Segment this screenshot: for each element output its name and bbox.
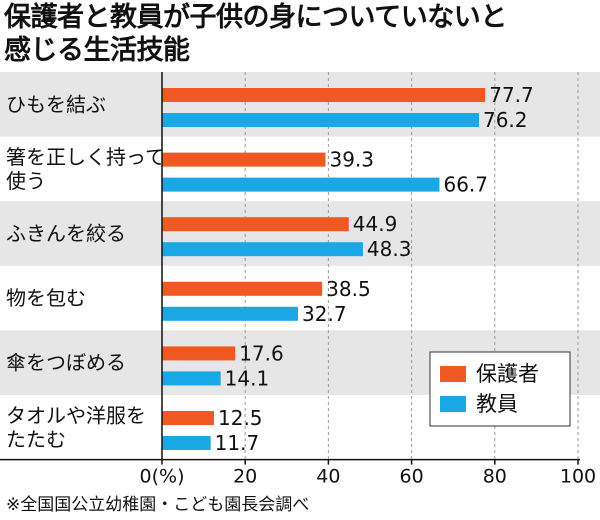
legend-box bbox=[429, 351, 571, 427]
bar-value-label: 11.7 bbox=[215, 431, 260, 455]
bar-value-label: 76.2 bbox=[483, 108, 528, 132]
bar-teacher bbox=[162, 113, 479, 127]
bar-value-label: 77.7 bbox=[489, 83, 534, 107]
bar-value-label: 66.7 bbox=[443, 173, 488, 197]
bar-value-label: 12.5 bbox=[218, 406, 263, 430]
x-tick-label: 100 bbox=[560, 466, 596, 488]
category-label: 箸を正しく持って bbox=[6, 145, 165, 169]
bar-value-label: 39.3 bbox=[329, 148, 374, 172]
x-tick-label: 0(%) bbox=[140, 466, 185, 488]
bar-teacher bbox=[162, 242, 363, 257]
bar-teacher bbox=[162, 436, 211, 450]
chart-title-line-1: 保護者と教員が子供の身についていないと bbox=[4, 2, 507, 33]
legend-label: 保護者 bbox=[476, 362, 539, 386]
category-label: タオルや洋服を bbox=[6, 403, 146, 427]
chart-title-line-2: 感じる生活技能 bbox=[4, 35, 190, 66]
bar-guardian bbox=[162, 217, 349, 232]
legend-swatch bbox=[440, 396, 466, 412]
x-tick-label: 40 bbox=[316, 466, 340, 488]
bar-guardian bbox=[162, 152, 326, 167]
bar-value-label: 17.6 bbox=[239, 341, 284, 365]
legend-label: 教員 bbox=[476, 392, 518, 416]
bar-teacher bbox=[162, 177, 440, 192]
bar-value-label: 14.1 bbox=[225, 366, 270, 390]
bar-value-label: 32.7 bbox=[302, 302, 347, 326]
bar-guardian bbox=[162, 346, 236, 361]
x-tick-label: 80 bbox=[483, 466, 507, 488]
category-label: 使う bbox=[6, 169, 46, 193]
bar-value-label: 48.3 bbox=[367, 237, 412, 261]
bar-teacher bbox=[162, 371, 221, 386]
x-tick-label: 20 bbox=[233, 466, 257, 488]
bar-value-label: 38.5 bbox=[326, 277, 371, 301]
category-label: 傘をつぼめる bbox=[6, 351, 126, 375]
category-label: 物を包む bbox=[6, 286, 86, 310]
category-label: ひもを結ぶ bbox=[6, 92, 106, 116]
bar-teacher bbox=[162, 306, 299, 321]
x-tick-label: 60 bbox=[400, 466, 424, 488]
bar-guardian bbox=[162, 88, 486, 102]
bar-guardian bbox=[162, 411, 214, 425]
bar-value-label: 44.9 bbox=[353, 212, 398, 236]
legend-swatch bbox=[440, 366, 466, 382]
source-note: ※全国国公立幼稚園・こども園長会調べ bbox=[6, 495, 310, 515]
category-label: ふきんを絞る bbox=[6, 222, 126, 246]
category-label: たたむ bbox=[6, 427, 66, 451]
bar-guardian bbox=[162, 281, 323, 296]
